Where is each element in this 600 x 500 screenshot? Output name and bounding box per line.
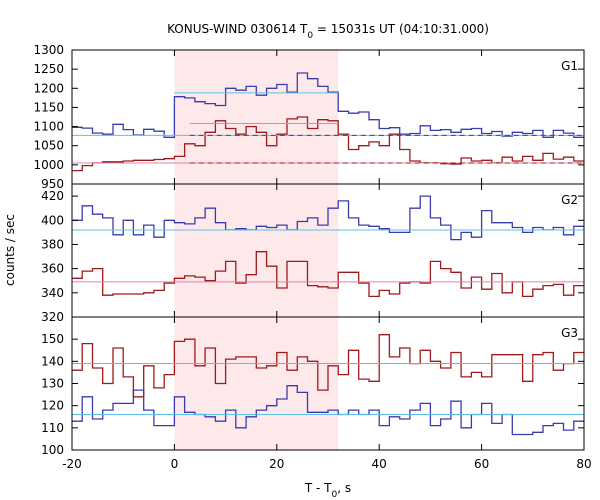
y-tick-label: 1000: [33, 158, 64, 172]
y-tick-label: 1200: [33, 81, 64, 95]
chart-title-subscript: 0: [307, 31, 313, 41]
chart-panels: 9501000105011001150120012501300G13203403…: [33, 43, 591, 471]
panel-label: G1: [561, 59, 578, 73]
x-axis-label: T - T0, s: [304, 481, 351, 500]
highlight-band: [174, 184, 339, 317]
x-axis-label-subscript: 0: [332, 490, 338, 500]
y-tick-label: 140: [41, 354, 64, 368]
y-tick-label: 130: [41, 377, 64, 391]
series-lower-g3: [72, 334, 584, 398]
y-tick-label: 1050: [33, 139, 64, 153]
panel-label: G3: [561, 326, 578, 340]
highlight-band: [174, 317, 339, 450]
chart-title-suffix: = 15031s UT (04:10:31.000): [313, 22, 489, 36]
panel-g1: 950 1000 1050 1100 1150 1200 1250 1300 G1: [33, 43, 585, 191]
series-upper-g1: [72, 72, 584, 138]
y-tick-label: 420: [41, 189, 64, 203]
x-tick-label: 60: [474, 457, 489, 471]
y-tick-label: 110: [41, 421, 64, 435]
chart-title: KONUS-WIND 030614 T0 = 15031s UT (04:10:…: [167, 22, 489, 41]
y-tick-label: 1250: [33, 62, 64, 76]
y-tick-label: 100: [41, 443, 64, 457]
series-upper-g3: [72, 385, 584, 436]
x-tick-label: 0: [171, 457, 179, 471]
x-tick-label: 80: [576, 457, 591, 471]
y-tick-label: 360: [41, 262, 64, 276]
panel-g2: 320 340 360 380 400 420 G2: [41, 183, 585, 324]
y-tick-label: 380: [41, 237, 64, 251]
y-tick-label: 1300: [33, 43, 64, 57]
y-tick-label: 320: [41, 310, 64, 324]
x-tick-label: 20: [269, 457, 284, 471]
x-tick-label: -20: [62, 457, 82, 471]
x-tick-label: 40: [372, 457, 387, 471]
y-tick-label: 120: [41, 399, 64, 413]
y-tick-label: 950: [41, 177, 64, 191]
series-lower-g2: [72, 251, 584, 298]
x-axis-label-prefix: T - T: [304, 481, 332, 495]
y-tick-label: 150: [41, 332, 64, 346]
y-axis-label: counts / sec: [3, 214, 17, 286]
y-tick-label: 400: [41, 213, 64, 227]
highlight-band: [174, 50, 339, 184]
y-tick-label: 340: [41, 286, 64, 300]
chart-title-prefix: KONUS-WIND 030614 T: [167, 22, 308, 36]
x-axis-label-suffix: , s: [337, 481, 351, 495]
y-tick-label: 1150: [33, 100, 64, 114]
panel-g3: 100 110 120 130 140 150 -20 0 20 40 60 80 G3: [41, 316, 592, 471]
panel-label: G2: [561, 193, 578, 207]
y-tick-label: 1100: [33, 120, 64, 134]
series-upper-g2: [72, 195, 584, 241]
